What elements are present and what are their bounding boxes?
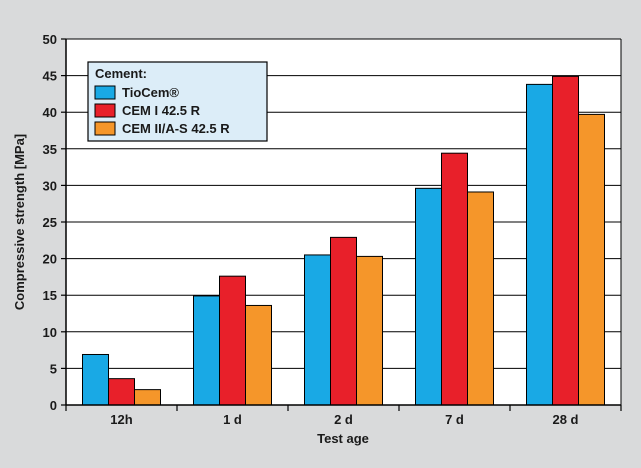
y-tick-label: 50 [43, 32, 57, 47]
legend-label: CEM I 42.5 R [122, 103, 201, 118]
axes [61, 38, 622, 411]
x-axis-title: Test age [317, 431, 369, 446]
y-tick-label: 15 [43, 288, 57, 303]
x-tick-label: 28 d [552, 412, 578, 427]
bar [245, 304, 272, 406]
x-tick-label: 2 d [334, 412, 353, 427]
bar [441, 152, 468, 406]
bar [108, 378, 135, 406]
bar [219, 275, 246, 406]
legend-swatch [94, 103, 116, 118]
legend-box [87, 61, 268, 142]
legend-swatch [94, 121, 116, 136]
y-tick-label: 35 [43, 142, 57, 157]
x-tick-label: 1 d [223, 412, 242, 427]
y-tick-label: 0 [50, 398, 57, 413]
bar [552, 75, 579, 406]
bar [82, 353, 109, 406]
bar [134, 389, 161, 406]
bars [82, 75, 605, 406]
bar [415, 187, 442, 406]
legend-swatch [94, 85, 116, 100]
legend-items: TioCem® CEM I 42.5 R CEM II/A-S 42.5 R [94, 85, 230, 136]
y-tick-labels: 0 5 10 15 20 25 30 35 40 45 50 [43, 32, 57, 413]
y-axis-title: Compressive strength [MPa] [12, 134, 27, 310]
legend: Cement: TioCem® CEM I 42.5 R CEM II/A-S 42… [87, 61, 268, 142]
y-tick-label: 30 [43, 178, 57, 193]
bar [467, 191, 494, 406]
x-tick-label: 7 d [445, 412, 464, 427]
x-tick-labels: 12h 1 d 2 d 7 d 28 d [110, 412, 578, 427]
bar [304, 254, 331, 406]
bar [193, 295, 220, 406]
y-tick-label: 45 [43, 69, 57, 84]
x-tick-label: 12h [110, 412, 132, 427]
legend-title: Cement: [95, 66, 147, 81]
y-tick-label: 10 [43, 325, 57, 340]
legend-label: CEM II/A-S 42.5 R [122, 121, 230, 136]
y-tick-label: 20 [43, 252, 57, 267]
y-tick-label: 5 [50, 361, 57, 376]
bar [526, 83, 553, 406]
y-tick-label: 40 [43, 105, 57, 120]
bar [578, 113, 605, 406]
bar [356, 255, 383, 406]
bar [330, 236, 357, 406]
legend-label: TioCem® [122, 85, 179, 100]
y-tick-label: 25 [43, 215, 57, 230]
